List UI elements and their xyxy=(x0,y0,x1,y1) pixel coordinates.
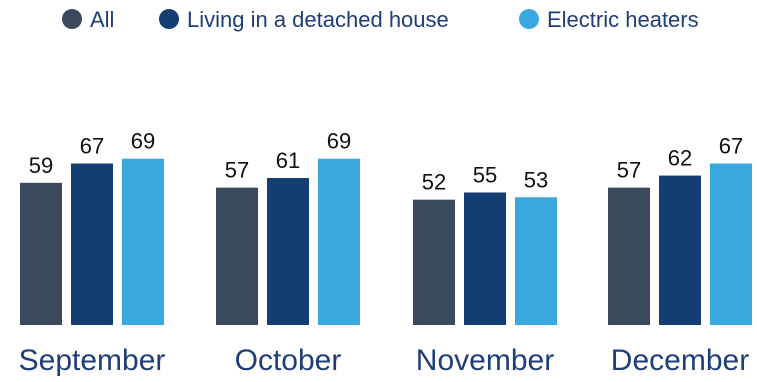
bar-september-all xyxy=(20,182,62,325)
data-label-november-living-in-a-detached-house: 55 xyxy=(473,162,497,187)
data-label-september-electric-heaters: 69 xyxy=(131,129,155,154)
legend-item-living-in-a-detached-house: Living in a detached house xyxy=(159,7,449,32)
data-label-november-all: 52 xyxy=(422,170,446,195)
bar-september-electric-heaters xyxy=(122,158,164,325)
data-label-september-living-in-a-detached-house: 67 xyxy=(80,134,104,159)
legend-label: Electric heaters xyxy=(547,7,699,32)
bar-group-september xyxy=(20,158,164,325)
bar-december-electric-heaters xyxy=(710,163,752,325)
x-tick-label-november: November xyxy=(416,344,554,377)
bar-november-all xyxy=(413,199,455,325)
legend-label: All xyxy=(90,7,114,32)
data-label-october-electric-heaters: 69 xyxy=(327,129,351,154)
value-labels: 59 67 69 57 61 69 52 55 53 57 62 67 xyxy=(29,129,743,195)
data-label-december-living-in-a-detached-house: 62 xyxy=(668,146,692,171)
legend-item-electric-heaters: Electric heaters xyxy=(519,7,699,32)
legend-swatch xyxy=(159,9,179,29)
data-label-october-all: 57 xyxy=(225,158,249,183)
category-labels: September October November December xyxy=(19,344,750,377)
data-label-december-all: 57 xyxy=(617,158,641,183)
bar-november-living-in-a-detached-house xyxy=(464,192,506,325)
x-tick-label-september: September xyxy=(19,344,166,377)
legend-swatch xyxy=(62,9,82,29)
x-tick-label-december: December xyxy=(611,344,749,377)
bar-october-living-in-a-detached-house xyxy=(267,177,309,325)
bar-group-october xyxy=(216,158,360,325)
legend-swatch xyxy=(519,9,539,29)
bar-group-november xyxy=(413,192,557,325)
bar-october-electric-heaters xyxy=(318,158,360,325)
bar-december-all xyxy=(608,187,650,325)
bar-october-all xyxy=(216,187,258,325)
bars xyxy=(20,158,752,325)
data-label-december-electric-heaters: 67 xyxy=(719,134,743,159)
data-label-september-all: 59 xyxy=(29,153,53,178)
x-tick-label-october: October xyxy=(235,344,342,377)
legend-item-all: All xyxy=(62,7,114,32)
bar-september-living-in-a-detached-house xyxy=(71,163,113,325)
data-label-november-electric-heaters: 53 xyxy=(524,167,548,192)
bar-december-living-in-a-detached-house xyxy=(659,175,701,325)
bar-group-december xyxy=(608,163,752,325)
legend: All Living in a detached house Electric he… xyxy=(62,7,699,32)
bar-november-electric-heaters xyxy=(515,197,557,325)
legend-label: Living in a detached house xyxy=(187,7,449,32)
data-label-october-living-in-a-detached-house: 61 xyxy=(276,148,300,173)
